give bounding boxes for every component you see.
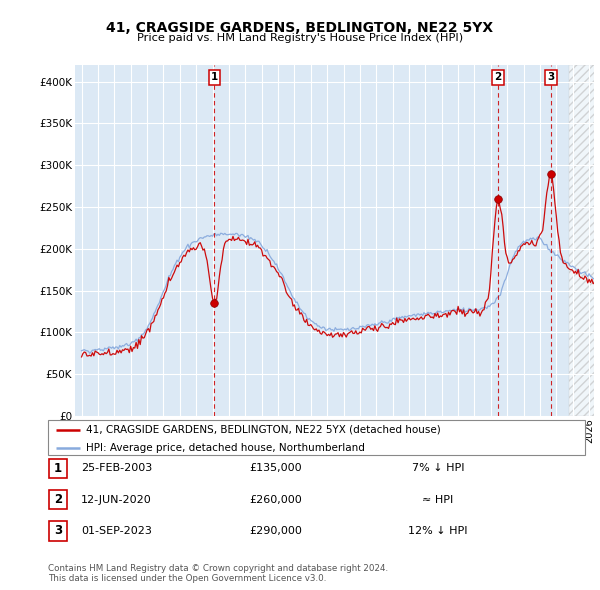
FancyBboxPatch shape	[49, 490, 67, 509]
Text: 1: 1	[211, 73, 218, 83]
Text: 01-SEP-2023: 01-SEP-2023	[81, 526, 152, 536]
Text: 12% ↓ HPI: 12% ↓ HPI	[408, 526, 468, 536]
FancyBboxPatch shape	[49, 459, 67, 478]
Text: Contains HM Land Registry data © Crown copyright and database right 2024.
This d: Contains HM Land Registry data © Crown c…	[48, 563, 388, 583]
Text: 2: 2	[494, 73, 502, 83]
Text: 7% ↓ HPI: 7% ↓ HPI	[412, 464, 464, 473]
Text: 25-FEB-2003: 25-FEB-2003	[81, 464, 152, 473]
Text: 41, CRAGSIDE GARDENS, BEDLINGTON, NE22 5YX (detached house): 41, CRAGSIDE GARDENS, BEDLINGTON, NE22 5…	[86, 425, 440, 435]
Text: 12-JUN-2020: 12-JUN-2020	[81, 495, 152, 504]
Text: 3: 3	[547, 73, 554, 83]
Text: 1: 1	[54, 462, 62, 475]
Text: 2: 2	[54, 493, 62, 506]
Text: Price paid vs. HM Land Registry's House Price Index (HPI): Price paid vs. HM Land Registry's House …	[137, 33, 463, 43]
Text: ≈ HPI: ≈ HPI	[422, 495, 454, 504]
FancyBboxPatch shape	[48, 420, 585, 455]
Text: HPI: Average price, detached house, Northumberland: HPI: Average price, detached house, Nort…	[86, 442, 364, 453]
FancyBboxPatch shape	[49, 522, 67, 540]
Text: £260,000: £260,000	[250, 495, 302, 504]
Text: 41, CRAGSIDE GARDENS, BEDLINGTON, NE22 5YX: 41, CRAGSIDE GARDENS, BEDLINGTON, NE22 5…	[106, 21, 494, 35]
Text: 3: 3	[54, 525, 62, 537]
Text: £135,000: £135,000	[250, 464, 302, 473]
Text: £290,000: £290,000	[250, 526, 302, 536]
